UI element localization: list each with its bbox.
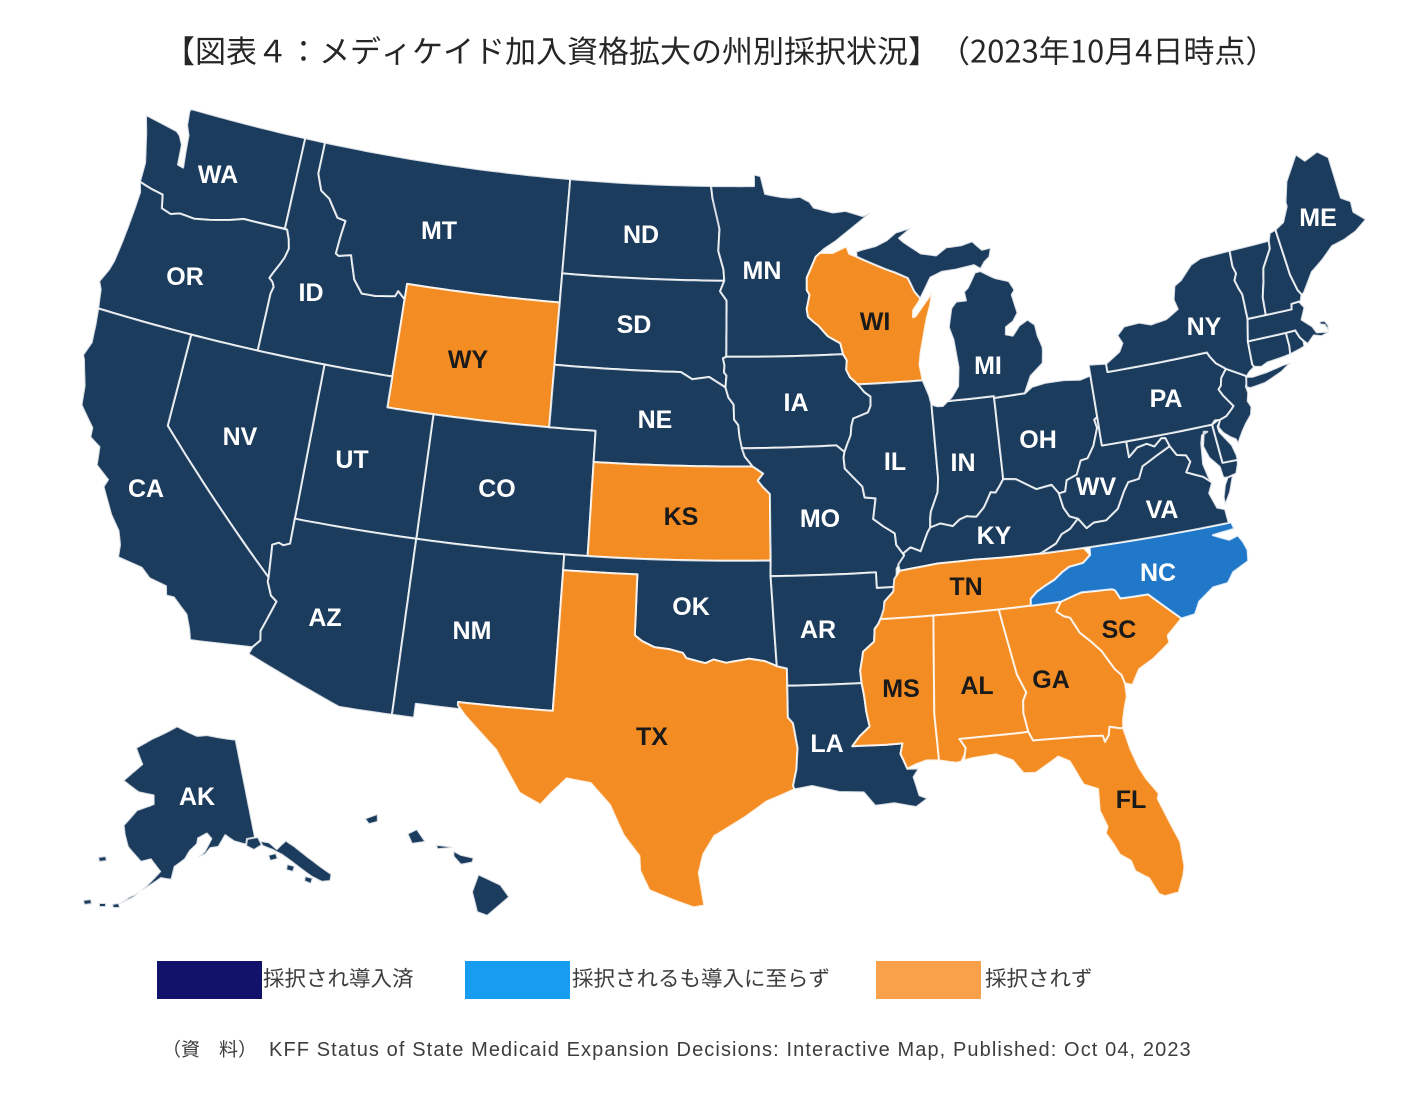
svg-text:AZ: AZ: [308, 604, 341, 632]
svg-text:NV: NV: [223, 423, 258, 451]
svg-text:WI: WI: [860, 308, 891, 336]
svg-text:OH: OH: [1019, 426, 1057, 454]
svg-text:VA: VA: [1146, 496, 1179, 524]
svg-text:ID: ID: [299, 279, 324, 307]
svg-text:CO: CO: [478, 475, 516, 503]
svg-text:WV: WV: [1076, 473, 1117, 501]
svg-text:IL: IL: [884, 448, 906, 476]
svg-text:AL: AL: [960, 672, 993, 700]
svg-text:GA: GA: [1032, 666, 1070, 694]
svg-text:TX: TX: [636, 723, 668, 751]
svg-text:NY: NY: [1187, 313, 1222, 341]
svg-text:NC: NC: [1140, 559, 1176, 587]
svg-text:AK: AK: [179, 783, 215, 811]
svg-text:MN: MN: [743, 257, 782, 285]
svg-text:MI: MI: [974, 352, 1002, 380]
svg-text:OK: OK: [672, 593, 710, 621]
svg-text:IN: IN: [951, 449, 976, 477]
svg-text:WY: WY: [448, 346, 489, 374]
svg-text:IA: IA: [784, 389, 809, 417]
svg-text:HI: HI: [416, 870, 441, 898]
svg-text:UT: UT: [335, 446, 368, 474]
svg-text:KFF Status of State Medicaid E: KFF Status of State Medicaid Expansion D…: [269, 1039, 1192, 1061]
svg-text:NE: NE: [638, 406, 673, 434]
svg-text:AR: AR: [800, 616, 836, 644]
svg-text:MT: MT: [421, 217, 457, 245]
svg-text:MO: MO: [800, 505, 840, 533]
svg-text:KS: KS: [664, 503, 699, 531]
svg-text:ME: ME: [1299, 204, 1337, 232]
svg-text:PA: PA: [1150, 385, 1183, 413]
svg-text:WA: WA: [198, 161, 238, 189]
svg-text:TN: TN: [949, 573, 982, 601]
svg-text:OR: OR: [166, 263, 204, 291]
svg-text:LA: LA: [810, 730, 843, 758]
svg-text:SC: SC: [1102, 616, 1137, 644]
svg-text:FL: FL: [1116, 786, 1147, 814]
svg-text:SD: SD: [617, 311, 652, 339]
svg-text:ND: ND: [623, 221, 659, 249]
svg-text:CA: CA: [128, 475, 164, 503]
svg-text:KY: KY: [977, 522, 1012, 550]
svg-text:NM: NM: [453, 617, 492, 645]
svg-text:MS: MS: [882, 675, 920, 703]
